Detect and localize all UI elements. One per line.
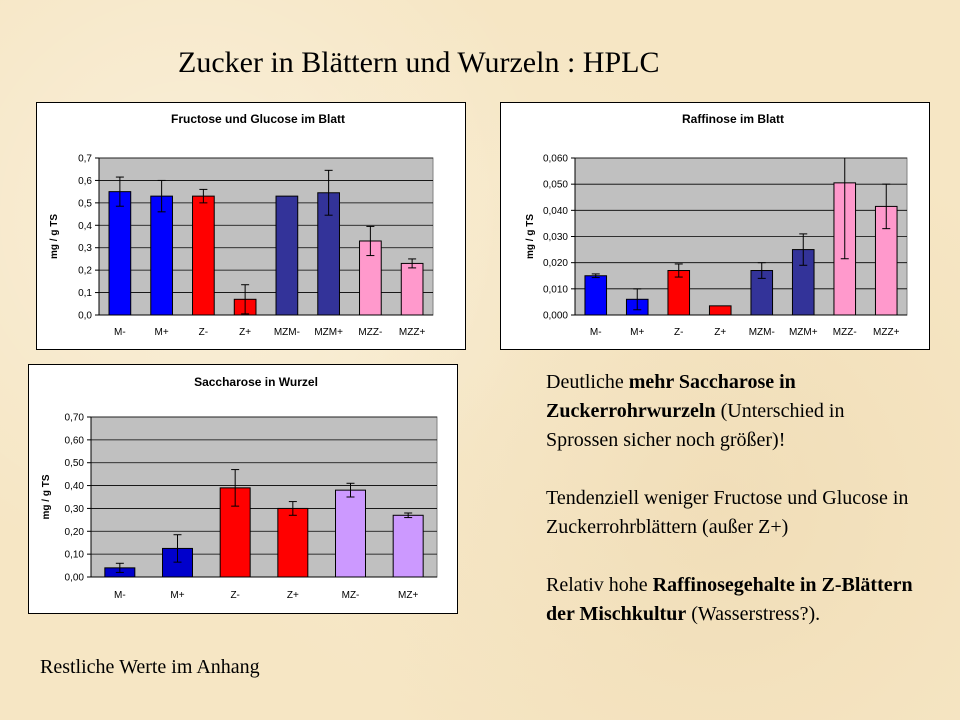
chart-raffinose: Raffinose im Blatt 0,000 0,010 0,020 0,030 0,… [500, 102, 930, 350]
x-tick-label: MZM+ [789, 327, 818, 338]
slide-title: Zucker in Blättern und Wurzeln : HPLC [178, 46, 660, 79]
note-saccharose-bold: mehr Saccharose in Zuckerrohrwurzeln [546, 371, 796, 422]
x-tick-label: MZM+ [314, 327, 343, 338]
y-axis-label: mg / g TS [49, 214, 60, 259]
x-tick-label: Z+ [287, 590, 299, 601]
y-axis-label: mg / g TS [41, 474, 52, 519]
footnote: Restliche Werte im Anhang [40, 656, 260, 678]
y-tick-label: 0,00 [65, 573, 85, 584]
bar-M+ [162, 547, 193, 578]
x-tick-label: Z- [674, 327, 683, 338]
x-tick-label: M+ [630, 327, 644, 338]
y-tick-label: 0,0 [78, 311, 92, 322]
x-tick-label: M- [590, 327, 602, 338]
bar-Z+ [708, 305, 732, 316]
x-tick-label: M+ [155, 327, 169, 338]
y-tick-label: 0,020 [543, 258, 568, 269]
chart-raffinose-svg: Raffinose im Blatt 0,000 0,010 0,020 0,030 0,… [525, 112, 908, 338]
y-tick-label: 0,50 [65, 458, 85, 469]
chart-title: Fructose und Glucose im Blatt [171, 112, 345, 126]
bar-MZ+ [392, 514, 424, 578]
note-raffinose: Relativ hohe Raffinosegehalte in Z-Blätt… [546, 571, 918, 629]
y-tick-label: 0,2 [78, 266, 92, 277]
x-tick-label: Z+ [239, 327, 251, 338]
x-tick-label: M- [114, 327, 126, 338]
y-tick-label: 0,30 [65, 504, 85, 515]
x-tick-label: MZ- [342, 590, 360, 601]
y-tick-label: 0,5 [78, 198, 92, 209]
chart-title: Saccharose in Wurzel [194, 375, 318, 389]
x-tick-label: Z+ [714, 327, 726, 338]
note-raffinose-bold: Raffinosegehalte in Z-Blättern der Misch… [546, 574, 913, 625]
x-tick-label: MZZ+ [873, 327, 900, 338]
x-tick-label: M- [114, 590, 126, 601]
bar-MZZ+ [400, 262, 424, 316]
note-raffinose-pre: Relativ hohe [546, 574, 653, 596]
y-axis-label: mg / g TS [525, 214, 536, 259]
y-tick-label: 0,040 [543, 206, 568, 217]
y-tick-label: 0,000 [543, 311, 568, 322]
y-tick-label: 0,4 [78, 221, 92, 232]
chart-saccharose: Saccharose in Wurzel 0,00 0,10 0,20 0,30 0,40… [28, 364, 458, 614]
y-tick-label: 0,060 [543, 154, 568, 165]
bar-M+ [150, 195, 173, 316]
x-tick-label: M+ [170, 590, 184, 601]
x-tick-label: Z- [199, 327, 208, 338]
x-tick-label: MZZ- [358, 327, 382, 338]
y-tick-label: 0,1 [78, 288, 92, 299]
x-tick-label: MZZ- [833, 327, 857, 338]
y-tick-label: 0,010 [543, 284, 568, 295]
note-saccharose: Deutliche mehr Saccharose in Zuckerrohrw… [546, 368, 918, 455]
bar-MZM- [275, 195, 299, 316]
notes-block: Deutliche mehr Saccharose in Zuckerrohrw… [546, 368, 918, 629]
chart-saccharose-svg: Saccharose in Wurzel 0,00 0,10 0,20 0,30 0,40… [41, 375, 438, 601]
note-saccharose-pre: Deutliche [546, 371, 629, 393]
y-tick-label: 0,7 [78, 154, 92, 165]
chart-fructose-glucose: Fructose und Glucose im Blatt 0,0 0,1 0,2 0,… [36, 102, 466, 350]
bar-M- [108, 191, 132, 316]
y-tick-label: 0,60 [65, 435, 85, 446]
chart-fructose-glucose-svg: Fructose und Glucose im Blatt 0,0 0,1 0,2 0,… [49, 112, 434, 338]
note-saccharose-post: (Unterschied in Sprossen sicher noch grö… [546, 400, 845, 451]
y-tick-label: 0,20 [65, 527, 85, 538]
plot-area [90, 416, 438, 578]
y-tick-label: 0,3 [78, 243, 92, 254]
bar-M- [584, 275, 608, 316]
plot-area [98, 157, 434, 316]
x-tick-label: MZZ+ [399, 327, 426, 338]
y-tick-label: 0,40 [65, 481, 85, 492]
x-tick-label: MZM- [274, 327, 300, 338]
bar-Z+ [277, 507, 309, 578]
y-tick-label: 0,6 [78, 176, 92, 187]
note-fructose: Tendenziell weniger Fructose und Glucose… [546, 487, 909, 538]
bar-MZ- [335, 489, 366, 578]
note-raffinose-post: (Wasserstress?). [686, 603, 821, 625]
y-tick-label: 0,030 [543, 232, 568, 243]
x-tick-label: MZM- [749, 327, 775, 338]
x-tick-label: MZ+ [398, 590, 418, 601]
bar-Z- [192, 195, 215, 316]
y-tick-label: 0,10 [65, 550, 85, 561]
y-tick-label: 0,70 [65, 413, 85, 424]
x-tick-label: Z- [230, 590, 239, 601]
y-tick-label: 0,050 [543, 180, 568, 191]
chart-title: Raffinose im Blatt [682, 112, 784, 126]
